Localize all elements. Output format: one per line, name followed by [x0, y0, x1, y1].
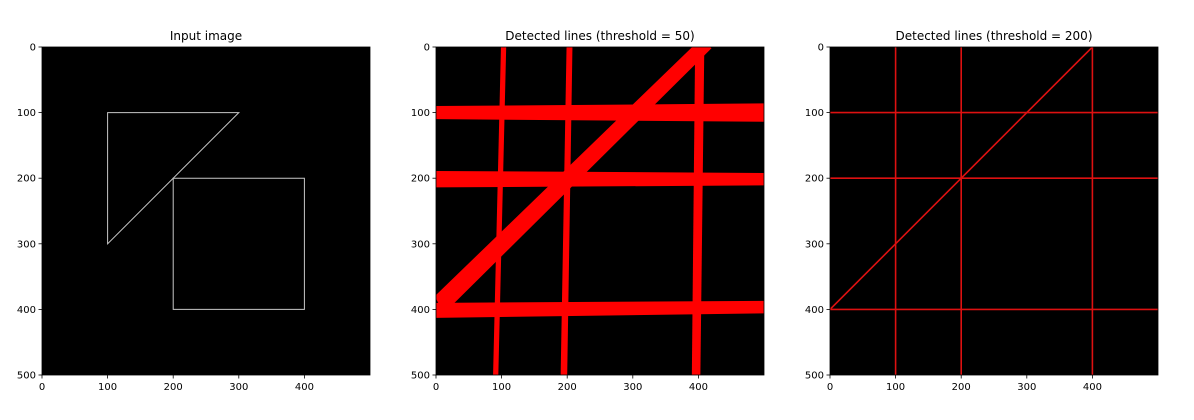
plot-content — [107, 112, 305, 310]
detected-band-horizontal-200 — [436, 170, 764, 188]
panel-title: Detected lines (threshold = 200) — [895, 29, 1092, 43]
x-tick-label: 100 — [886, 382, 905, 393]
detected-band-horizontal-100 — [436, 103, 764, 122]
y-tick-label: 200 — [411, 174, 430, 185]
y-tick-label: 300 — [805, 239, 824, 250]
plot-background — [830, 47, 1158, 375]
y-tick-label: 400 — [17, 305, 36, 316]
axes-frame — [829, 46, 1159, 376]
plot-background — [42, 47, 370, 375]
x-tick-label: 300 — [623, 382, 642, 393]
axes-frame — [435, 46, 765, 376]
y-tick-label: 500 — [411, 371, 430, 382]
y-tick-label: 100 — [411, 108, 430, 119]
x-tick-label: 400 — [295, 382, 314, 393]
y-tick-label: 300 — [17, 239, 36, 250]
detected-band-diagonal — [436, 47, 712, 314]
y-tick-label: 0 — [818, 43, 824, 54]
panel-1: Input image 0 100 200 300 400 0 100 200 300 400 500 — [17, 29, 371, 393]
plot-content — [830, 47, 1158, 375]
square-shape — [172, 177, 305, 310]
plot-content — [436, 47, 764, 375]
x-tick-label: 100 — [492, 382, 511, 393]
panel-3: Detected lines (threshold = 200) 0 100 200 3… — [805, 29, 1159, 393]
y-tick-label: 200 — [17, 174, 36, 185]
y-tick-label: 300 — [411, 239, 430, 250]
x-tick-label: 300 — [229, 382, 248, 393]
y-tick-label: 100 — [17, 108, 36, 119]
y-tick-label: 400 — [805, 305, 824, 316]
axes-frame — [41, 46, 371, 376]
x-tick-label: 200 — [952, 382, 971, 393]
y-tick-label: 500 — [805, 371, 824, 382]
y-tick-label: 0 — [424, 43, 430, 54]
detected-line-diagonal — [830, 47, 1093, 310]
x-tick-label: 400 — [689, 382, 708, 393]
y-tick-label: 0 — [30, 43, 36, 54]
x-tick-label: 0 — [827, 382, 833, 393]
x-tick-label: 200 — [558, 382, 577, 393]
plot-background — [436, 47, 764, 375]
panel-title: Input image — [170, 29, 242, 43]
x-tick-label: 0 — [433, 382, 439, 393]
detected-band-vertical-200 — [560, 47, 573, 375]
detected-band-vertical-100 — [493, 47, 507, 375]
x-tick-label: 0 — [39, 382, 45, 393]
y-tick-label: 200 — [805, 174, 824, 185]
x-tick-label: 300 — [1017, 382, 1036, 393]
y-tick-label: 500 — [17, 371, 36, 382]
detected-band-horizontal-400 — [436, 300, 764, 318]
y-tick-label: 400 — [411, 305, 430, 316]
y-tick-label: 100 — [805, 108, 824, 119]
x-tick-label: 100 — [98, 382, 117, 393]
panel-title: Detected lines (threshold = 50) — [505, 29, 694, 43]
panel-2: Detected lines (threshold = 50) 0 100 200 30… — [411, 29, 765, 393]
x-tick-label: 200 — [164, 382, 183, 393]
detected-band-vertical-400 — [691, 47, 705, 375]
x-tick-label: 400 — [1083, 382, 1102, 393]
